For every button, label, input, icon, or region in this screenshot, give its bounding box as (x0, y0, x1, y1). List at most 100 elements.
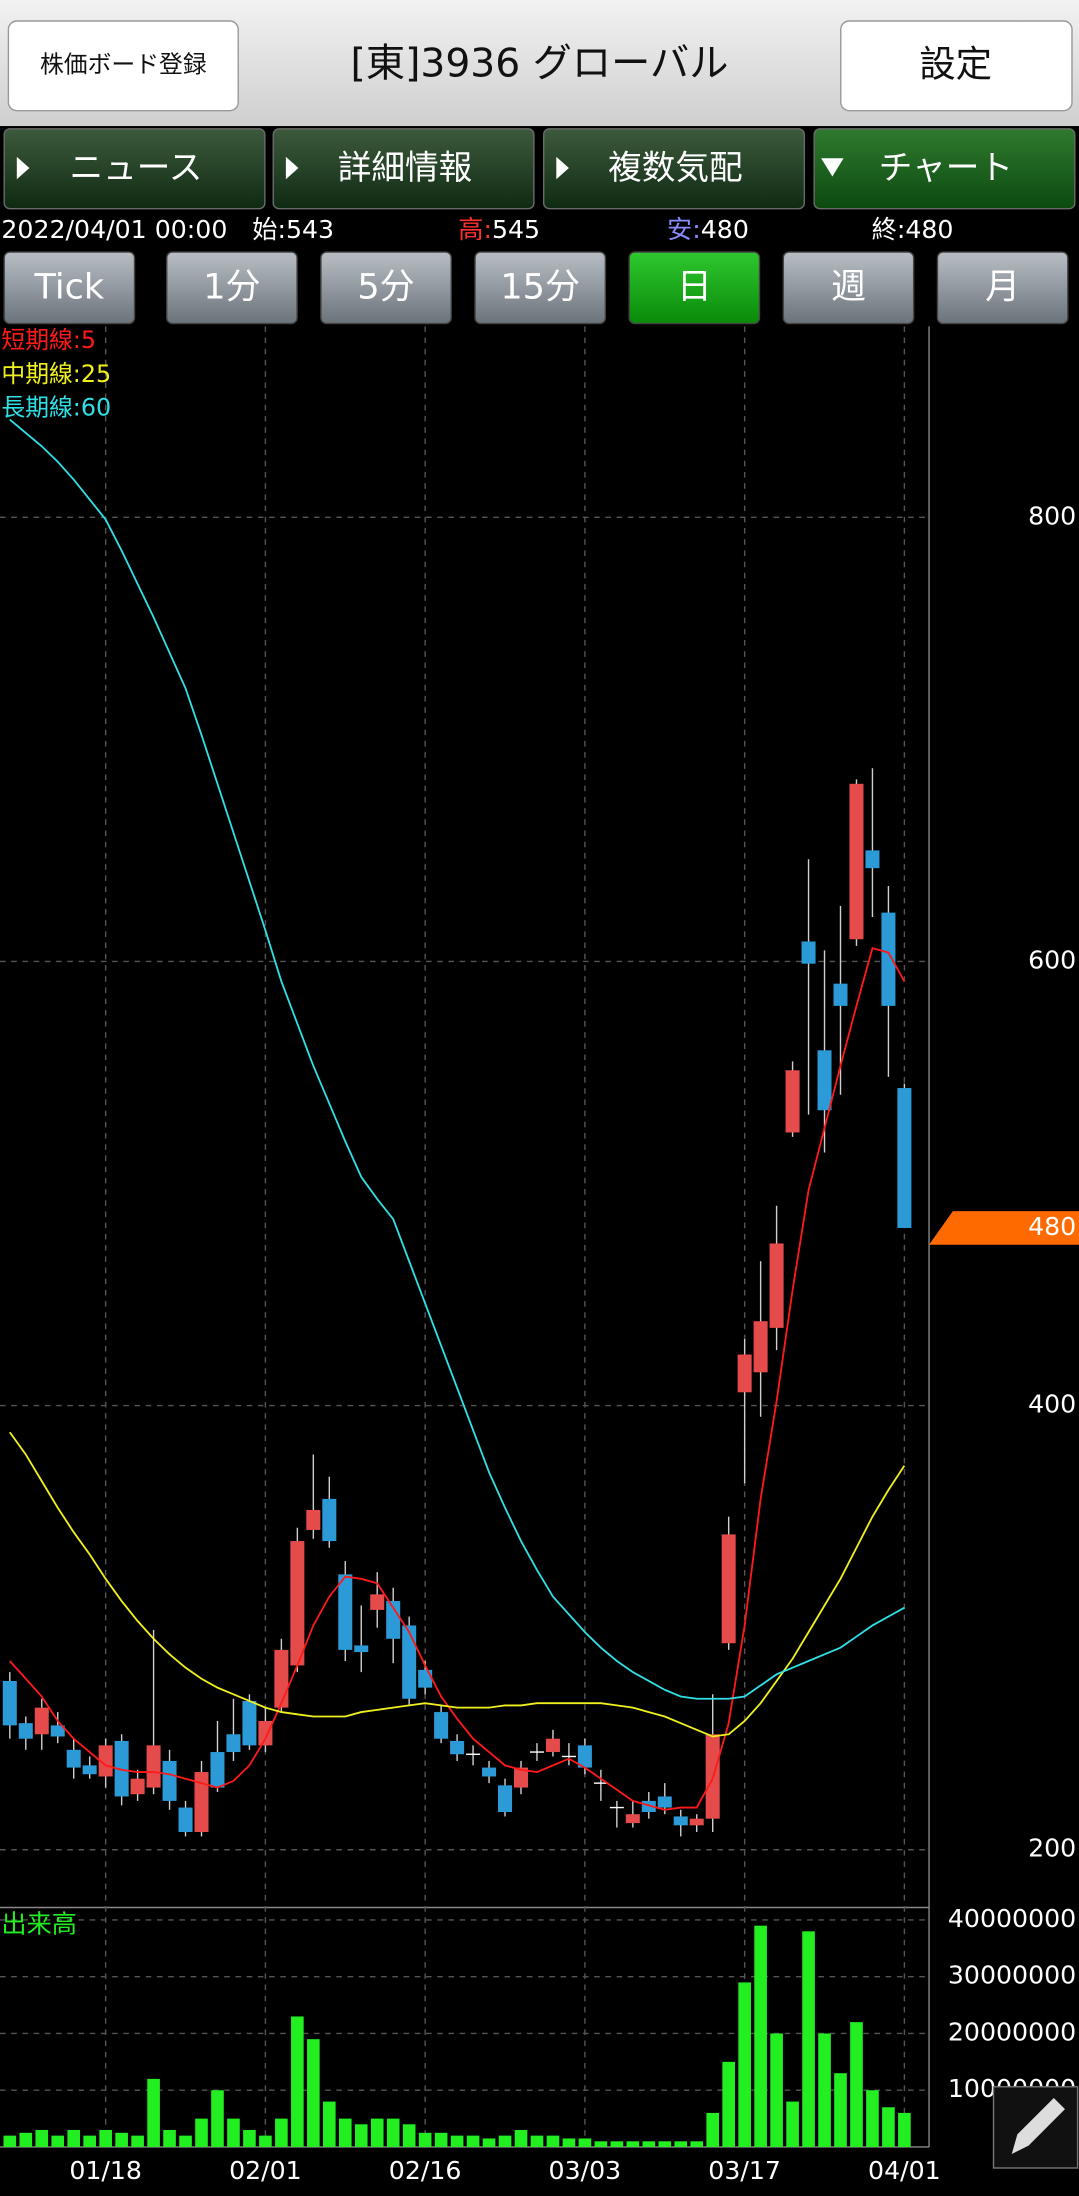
tab[interactable] (3, 128, 266, 210)
tab-arrow[interactable] (285, 156, 299, 180)
open-value: 543 (286, 215, 334, 244)
y-tick-label: 600 (1028, 945, 1076, 974)
candle-body (865, 850, 880, 869)
last-price-label: 480 (1028, 1212, 1076, 1241)
volume-bar (850, 2022, 863, 2147)
candle-body (210, 1752, 225, 1788)
volume-title: 出来高 (1, 1910, 77, 1939)
candle-body (306, 1509, 321, 1530)
candle-body (290, 1541, 305, 1666)
candle-body (577, 1745, 592, 1768)
tab-arrow[interactable] (556, 156, 569, 180)
y-tick-label: 30000000 (948, 1961, 1076, 1990)
board-button-label[interactable]: 株価ボード登録 (40, 50, 207, 78)
period-label[interactable]: 日 (677, 267, 712, 308)
x-tick-label: 02/01 (229, 2156, 302, 2185)
candle-body (545, 1738, 560, 1753)
period-label[interactable]: Tick (34, 267, 105, 308)
info-open: 始:543 (252, 215, 334, 244)
candle-body (354, 1645, 369, 1653)
board-button[interactable] (7, 20, 239, 112)
volume-bar (722, 2061, 735, 2147)
high-label: 高 (458, 215, 483, 244)
settings-button-label[interactable]: 設定 (919, 42, 992, 85)
volume-bar (642, 2141, 656, 2147)
candle-body (34, 1707, 49, 1735)
tab-label[interactable]: 詳細情報 (338, 148, 472, 187)
candle-body (801, 941, 816, 964)
volume-bar (275, 2118, 288, 2147)
volume-bar (195, 2118, 208, 2147)
candle-body (226, 1734, 241, 1753)
volume-bar (147, 2078, 160, 2147)
volume-bar (322, 2101, 336, 2147)
volume-bar (898, 2112, 911, 2147)
volume-bar (3, 2135, 17, 2147)
period-label[interactable]: 月 (985, 267, 1020, 308)
x-tick-label: 04/01 (868, 2156, 941, 2185)
volume-bar (163, 2129, 176, 2147)
volume-bar (754, 1925, 767, 2147)
candle-body (418, 1669, 433, 1688)
y-tick-label: 200 (1028, 1834, 1076, 1863)
tab[interactable] (813, 128, 1076, 210)
period-label[interactable]: 週 (831, 267, 866, 308)
volume-bar (259, 2135, 272, 2147)
candle-body (434, 1712, 449, 1739)
legend-entry: 長期線:60 (1, 393, 111, 421)
y-tick-label: 40000000 (948, 1904, 1076, 1933)
candle-body (785, 1070, 800, 1133)
period-button[interactable] (3, 251, 136, 325)
volume-bar (418, 2132, 432, 2147)
info-high: 高:545 (458, 215, 540, 244)
period-button[interactable] (628, 251, 761, 325)
volume-bar (35, 2129, 49, 2147)
volume-bar (482, 2138, 496, 2147)
candle-body (769, 1243, 784, 1328)
candle-body (689, 1818, 704, 1826)
volume-bar (578, 2138, 592, 2147)
period-label[interactable]: 1分 (203, 267, 260, 308)
settings-button[interactable] (840, 20, 1073, 112)
tab[interactable] (272, 128, 535, 210)
period-button[interactable] (782, 251, 915, 325)
tab-arrow[interactable] (821, 158, 844, 177)
period-label[interactable]: 15分 (500, 267, 580, 308)
volume-bar (658, 2141, 672, 2147)
volume-bar (562, 2138, 576, 2147)
volume-bar (834, 2073, 847, 2147)
legend-entry: 短期線:5 (1, 326, 96, 354)
period-button[interactable] (320, 251, 452, 325)
volume-bar (354, 2124, 368, 2147)
candle-body (162, 1760, 177, 1801)
edit-button[interactable] (992, 2086, 1079, 2169)
candle-body (114, 1740, 129, 1797)
tab[interactable] (543, 128, 806, 210)
volume-bar (386, 2118, 400, 2147)
tab-label[interactable]: チャート (879, 148, 1013, 187)
moving-average-line (9, 418, 905, 1700)
y-tick-label: 20000000 (948, 2017, 1076, 2046)
tab-label[interactable]: ニュース (70, 148, 203, 187)
pencil-icon[interactable] (1011, 2097, 1065, 2154)
candle-body (274, 1649, 289, 1708)
period-button[interactable] (936, 251, 1069, 325)
volume-bar (402, 2124, 416, 2147)
candle-body (82, 1765, 97, 1775)
period-label[interactable]: 5分 (357, 267, 414, 308)
period-button[interactable] (474, 251, 607, 325)
high-value: 545 (492, 215, 540, 244)
tab-label[interactable]: 複数気配 (608, 148, 742, 187)
period-button[interactable] (166, 251, 298, 325)
candle-body (657, 1796, 672, 1808)
tab-arrow[interactable] (16, 156, 30, 180)
x-tick-label: 01/18 (69, 2156, 142, 2185)
candle-body (386, 1601, 401, 1639)
close-value: 480 (905, 215, 953, 244)
candle-body (625, 1814, 640, 1824)
candle-body (849, 783, 864, 940)
title: [東]3936 グローバル (351, 41, 729, 86)
volume-bar (866, 2090, 879, 2147)
volume-bar (674, 2141, 688, 2147)
volume-bar (67, 2129, 81, 2147)
